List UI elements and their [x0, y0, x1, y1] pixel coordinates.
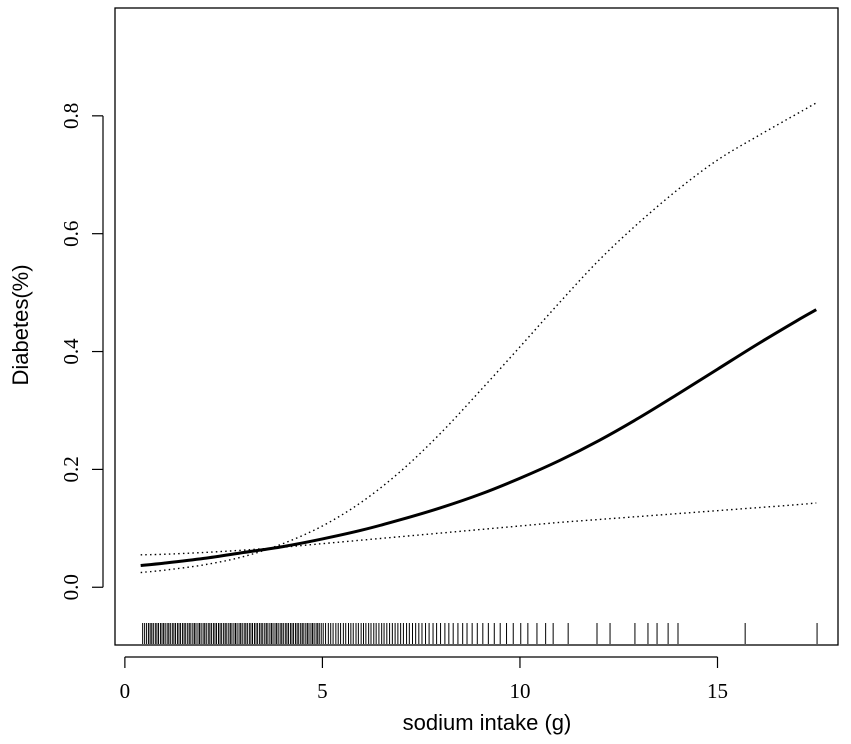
y-tick-label: 0.6: [59, 221, 83, 247]
y-tick-label: 0.0: [59, 574, 83, 600]
x-axis-title: sodium intake (g): [403, 710, 572, 735]
y-axis: 0.0 0.2 0.4 0.6 0.8: [59, 103, 104, 600]
y-tick-label: 0.2: [59, 456, 83, 482]
rug: [142, 623, 818, 644]
x-axis: 0 5 10 15: [120, 656, 728, 703]
y-tick-label: 0.8: [59, 103, 83, 129]
x-tick-label: 15: [707, 679, 728, 703]
lower-dotted-curve: [140, 502, 817, 556]
x-tick-label: 5: [317, 679, 328, 703]
upper-dotted-curve: [140, 102, 817, 574]
y-axis-title: Diabetes(%): [8, 264, 33, 385]
plot-box: [114, 7, 839, 646]
x-tick-label: 0: [120, 679, 131, 703]
fitted-curve: [140, 308, 818, 567]
y-tick-label: 0.4: [59, 338, 83, 365]
x-tick-label: 10: [509, 679, 530, 703]
